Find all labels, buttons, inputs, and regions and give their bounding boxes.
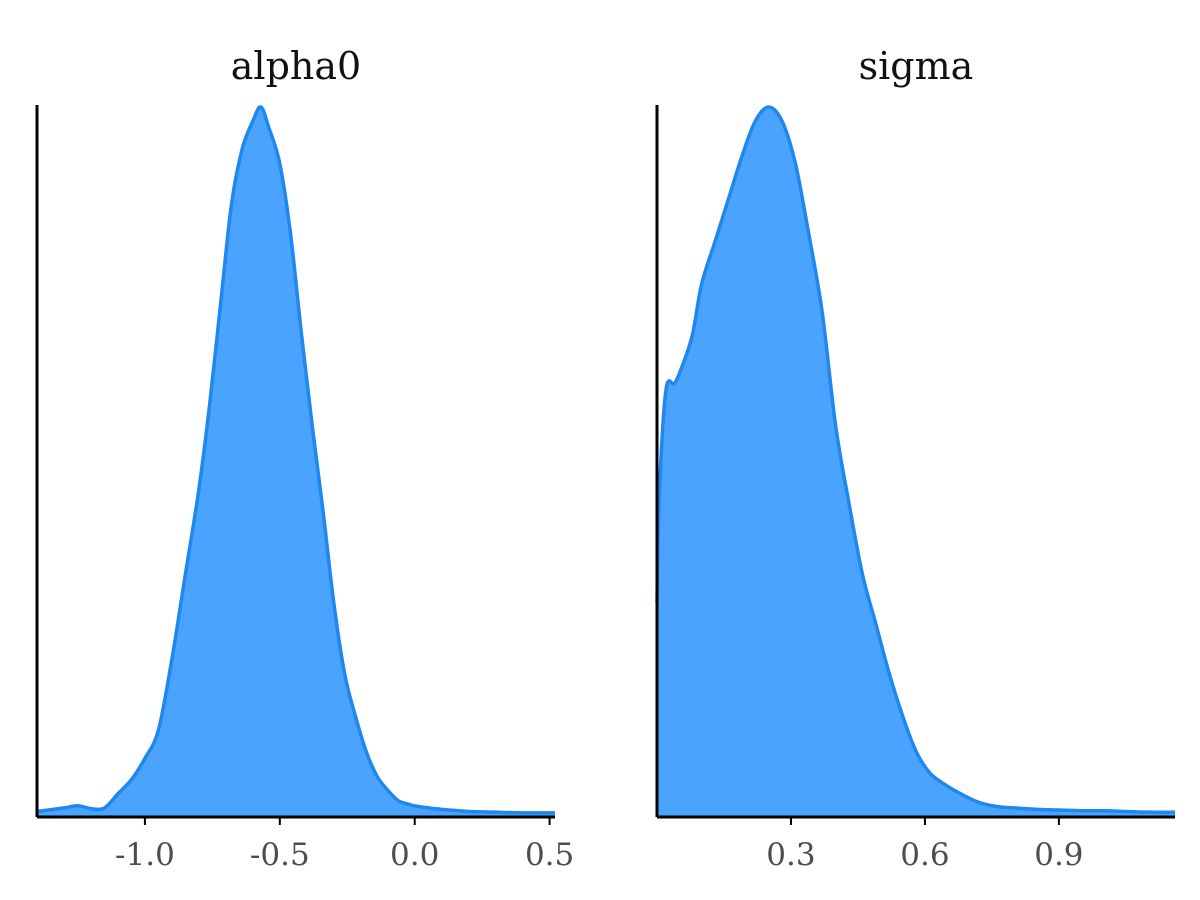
- density-line: [36, 105, 556, 815]
- panel-sigma: sigma 0.3 0.6 0.9: [655, 44, 1176, 873]
- density-layer: [655, 105, 1176, 817]
- density-layer: [36, 105, 556, 818]
- panel-title: alpha0: [231, 44, 361, 88]
- x-tick-label: 0.5: [525, 837, 574, 873]
- x-tick-label: 0.0: [390, 837, 439, 873]
- density-area: [657, 107, 1175, 817]
- panel-title: sigma: [859, 44, 974, 88]
- panel-alpha0: alpha0 -1.0 -0.5 0.0 0.5: [35, 44, 574, 873]
- density-line: [655, 105, 1176, 814]
- x-tick-label: -1.0: [115, 837, 175, 873]
- x-tick-label: 0.6: [900, 837, 949, 873]
- x-tick-label: -0.5: [250, 837, 310, 873]
- density-area: [37, 106, 555, 818]
- x-tick-label: 0.9: [1034, 837, 1083, 873]
- x-tick-label: 0.3: [766, 837, 815, 873]
- x-axis-ticks: 0.3 0.6 0.9: [766, 817, 1084, 873]
- x-axis-ticks: -1.0 -0.5 0.0 0.5: [115, 817, 574, 873]
